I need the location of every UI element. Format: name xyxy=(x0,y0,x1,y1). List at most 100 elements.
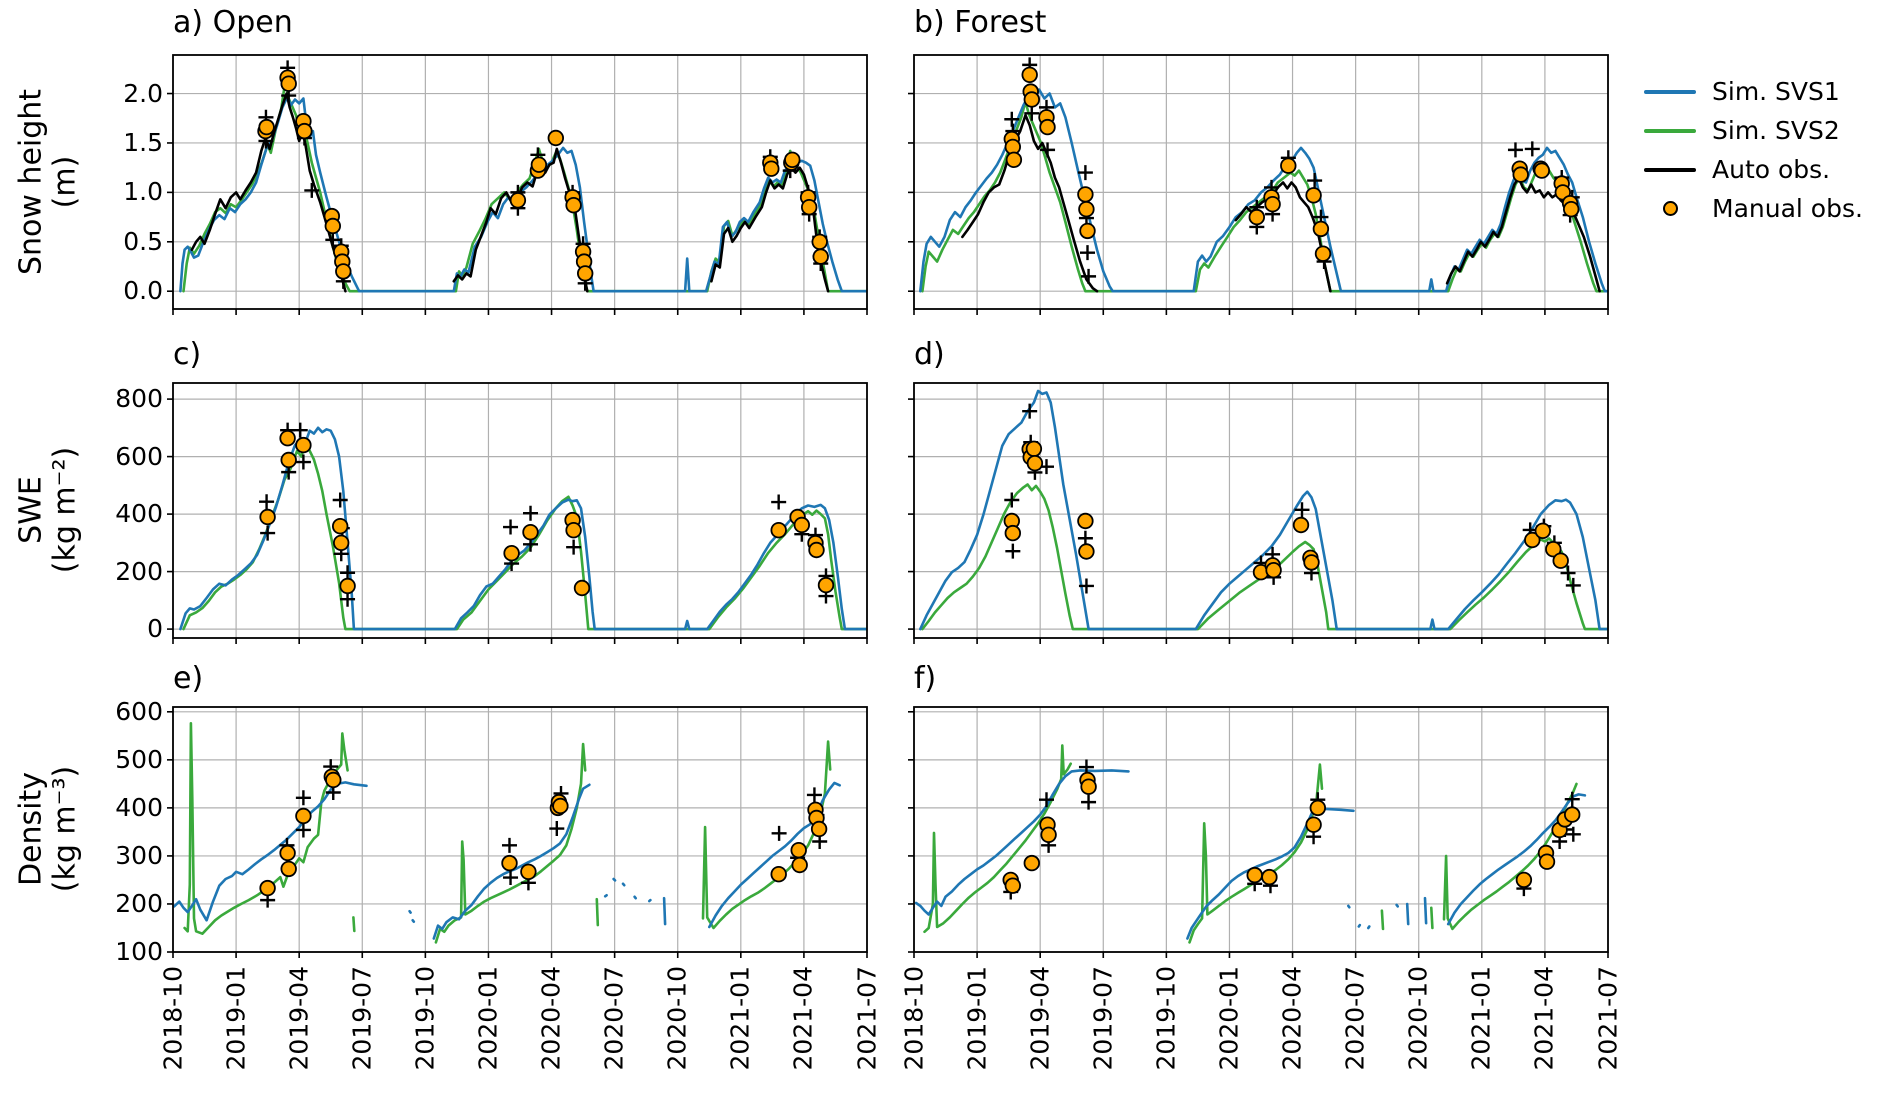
manual-obs-marker xyxy=(295,436,312,454)
manual-obs-marker xyxy=(1265,562,1282,579)
series-line-svs1 xyxy=(1446,793,1587,926)
y-axis-label-line: (m) xyxy=(47,155,82,209)
plus-obs-marker xyxy=(501,837,517,853)
y-tick-label: 200 xyxy=(115,888,163,918)
manual-obs-marker xyxy=(1303,554,1320,571)
plus-obs-marker xyxy=(295,454,311,470)
legend-circle-swatch-manual xyxy=(1642,201,1698,216)
panel-c xyxy=(167,382,868,644)
y-axis-label-snow-height: Snow height (m) xyxy=(13,88,82,276)
legend-label: Manual obs. xyxy=(1712,194,1863,223)
manual-obs-marker xyxy=(1025,440,1043,458)
panel-title-b: b) Forest xyxy=(914,5,1047,40)
series-fragment-svs1 xyxy=(1347,904,1351,909)
plus-obs-marker xyxy=(1038,792,1054,808)
y-tick-label: 0 xyxy=(147,614,163,644)
manual-obs-marker xyxy=(1312,220,1330,238)
legend: Sim. SVS1 Sim. SVS2 Auto obs. Manual obs… xyxy=(1642,72,1863,228)
manual-obs-marker xyxy=(1023,854,1041,872)
plus-obs-marker xyxy=(332,492,348,508)
y-tick-label: 500 xyxy=(115,744,163,774)
y-tick-label: 100 xyxy=(115,937,163,966)
plus-obs-marker xyxy=(1565,577,1581,593)
manual-obs-marker xyxy=(280,451,297,469)
series-fragment-svs1 xyxy=(411,918,416,924)
y-tick-label: 600 xyxy=(115,696,163,726)
manual-obs-marker xyxy=(1078,543,1095,560)
series-fragment-svs1 xyxy=(1367,925,1371,930)
series-fragment-svs2 xyxy=(1380,909,1385,931)
series-line-auto xyxy=(452,147,589,293)
manual-obs-marker xyxy=(1305,187,1322,204)
plus-obs-marker xyxy=(1080,245,1095,261)
manual-obs-marker xyxy=(259,879,276,897)
manual-obs-marker xyxy=(770,522,787,539)
manual-obs-marker xyxy=(1004,524,1022,542)
panel-spines xyxy=(913,382,1609,639)
series-fragment-svs1 xyxy=(408,909,412,914)
manual-obs-marker xyxy=(1562,200,1580,218)
plus-obs-marker xyxy=(304,182,320,198)
series-fragment-svs2 xyxy=(1430,906,1434,930)
manual-obs-marker xyxy=(790,842,807,859)
legend-line-swatch-svs1 xyxy=(1642,89,1698,94)
manual-obs-marker xyxy=(791,856,808,874)
series-fragment-svs1 xyxy=(1405,902,1410,926)
plus-obs-marker xyxy=(1507,142,1523,158)
manual-obs-marker xyxy=(1021,66,1038,84)
y-axis-label-density: Density (kg m⁻³) xyxy=(13,765,82,893)
legend-line-swatch-svs2 xyxy=(1642,128,1698,133)
y-axis-label-line: Snow height xyxy=(13,88,49,276)
plus-obs-marker xyxy=(503,519,519,535)
manual-obs-marker xyxy=(565,522,582,539)
series-line-svs1 xyxy=(1186,807,1355,940)
manual-obs-marker xyxy=(1552,552,1569,569)
manual-obs-marker xyxy=(1534,522,1552,540)
manual-obs-marker xyxy=(325,771,342,789)
series-line-svs2 xyxy=(1188,763,1324,944)
plus-obs-marker xyxy=(1524,141,1540,157)
manual-obs-marker xyxy=(1039,118,1056,136)
plus-obs-marker xyxy=(566,539,582,555)
series-line-svs1 xyxy=(918,389,1608,631)
plus-obs-marker xyxy=(503,870,519,886)
y-tick-label: 200 xyxy=(115,556,163,586)
plus-obs-marker xyxy=(292,422,308,438)
panel-b xyxy=(908,54,1609,315)
plus-obs-marker xyxy=(295,822,311,838)
panel-a xyxy=(167,54,868,315)
y-tick-label: 300 xyxy=(115,840,163,870)
manual-obs-marker xyxy=(1314,245,1332,262)
plus-obs-marker xyxy=(1005,543,1021,559)
panel-spines xyxy=(172,706,868,953)
legend-label: Sim. SVS2 xyxy=(1712,116,1840,145)
plus-obs-marker xyxy=(1077,530,1093,546)
legend-item-svs2: Sim. SVS2 xyxy=(1642,111,1863,150)
y-tick-label: 2.0 xyxy=(123,78,163,108)
manual-obs-marker xyxy=(811,233,828,251)
legend-label: Auto obs. xyxy=(1712,155,1831,184)
manual-obs-marker xyxy=(1280,157,1297,174)
manual-obs-marker xyxy=(295,807,312,825)
manual-obs-marker xyxy=(808,541,825,559)
series-fragment-svs1 xyxy=(603,893,608,898)
plus-obs-marker xyxy=(1564,791,1580,807)
manual-obs-marker xyxy=(501,854,518,872)
plus-obs-marker xyxy=(1040,142,1056,158)
y-tick-label: 0.5 xyxy=(123,226,163,256)
manual-obs-marker xyxy=(1077,186,1094,203)
plus-obs-marker xyxy=(1565,826,1581,842)
plus-obs-marker xyxy=(1294,502,1310,518)
y-axis-label-line: (kg m⁻³) xyxy=(47,765,82,893)
manual-obs-marker xyxy=(339,577,356,595)
manual-obs-marker xyxy=(520,863,537,881)
manual-obs-marker xyxy=(793,516,811,534)
manual-obs-marker xyxy=(812,248,829,265)
plus-obs-marker xyxy=(1004,492,1020,508)
series-line-svs1 xyxy=(173,781,368,922)
series-fragment-svs1 xyxy=(612,877,617,882)
manual-obs-marker xyxy=(770,866,787,883)
manual-obs-marker xyxy=(1248,208,1266,226)
series-fragment-svs2 xyxy=(595,897,600,927)
panel-spines xyxy=(913,706,1609,953)
